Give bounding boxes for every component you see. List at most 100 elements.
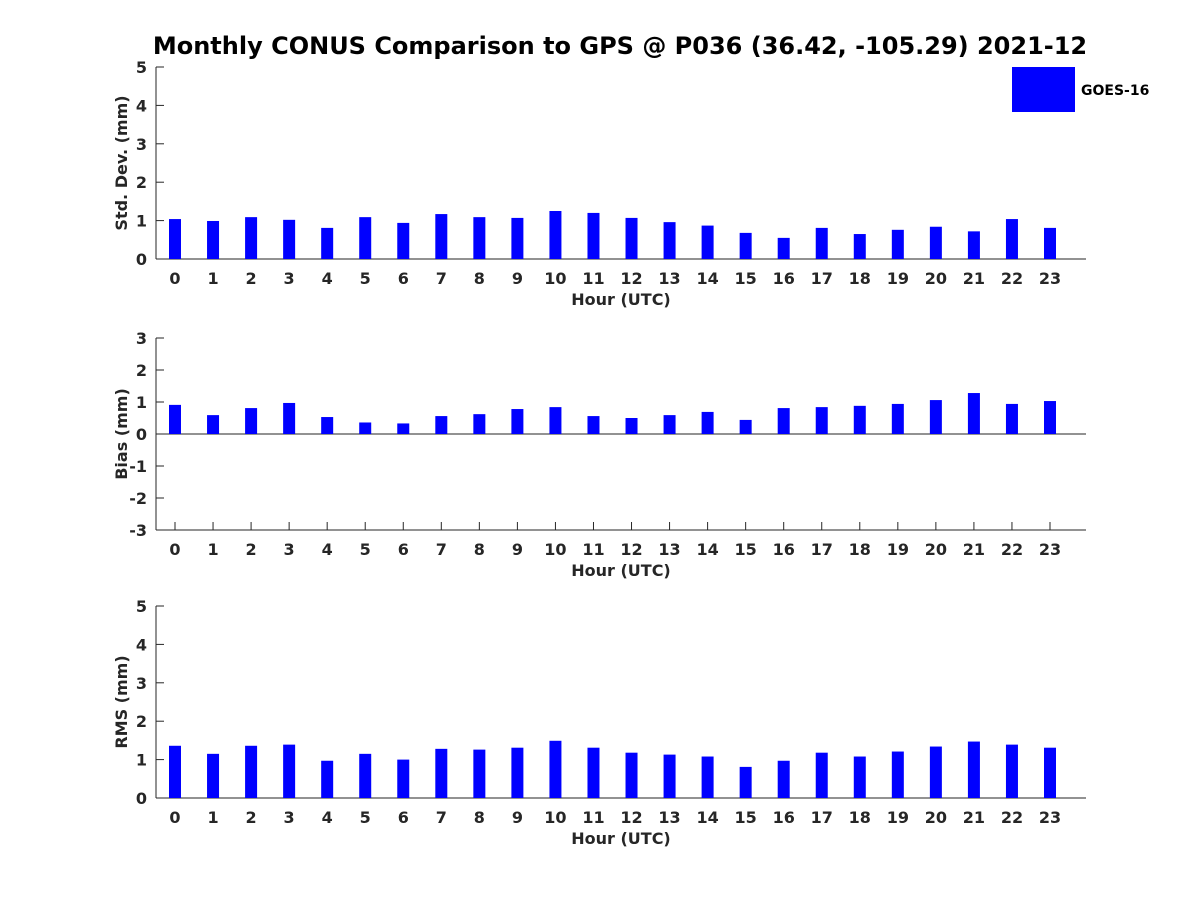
rms-y-axis-label: RMS (mm)	[112, 655, 131, 748]
bias-x-tick-label: 17	[811, 540, 833, 559]
bias-bar	[587, 416, 600, 434]
bias-bar	[283, 402, 296, 434]
std-dev-x-tick-label: 21	[963, 269, 985, 288]
bias-y-tick-label: 2	[136, 361, 147, 380]
rms-x-tick-label: 18	[849, 808, 871, 827]
bias-x-tick-label: 2	[246, 540, 257, 559]
bias-bar	[1005, 403, 1018, 434]
bias-y-tick-label: 1	[136, 393, 147, 412]
rms-bar	[967, 741, 980, 798]
std-dev-x-tick-label: 5	[360, 269, 371, 288]
bias-bar	[207, 415, 220, 434]
rms-x-tick-label: 5	[360, 808, 371, 827]
std-dev-bar	[245, 217, 258, 259]
bias-bar	[359, 422, 372, 434]
bias-x-tick-label: 4	[322, 540, 333, 559]
std-dev-bar	[359, 217, 372, 259]
bias-bar	[245, 408, 258, 434]
bias-x-tick-label: 10	[544, 540, 566, 559]
rms-x-tick-label: 3	[284, 808, 295, 827]
bias-x-tick-label: 18	[849, 540, 871, 559]
std-dev-x-tick-label: 16	[773, 269, 795, 288]
std-dev-bar	[435, 214, 448, 259]
bias-x-tick-label: 19	[887, 540, 909, 559]
bias-bar	[929, 400, 942, 434]
rms-bar	[777, 760, 790, 798]
bias-x-tick-label: 12	[620, 540, 642, 559]
std-dev-bar	[663, 222, 676, 259]
bias-x-tick-label: 1	[207, 540, 218, 559]
std-dev-y-axis-label: Std. Dev. (mm)	[112, 95, 131, 230]
rms-bar	[245, 745, 258, 798]
rms-y-tick-label: 1	[136, 751, 147, 770]
rms-bar	[397, 759, 410, 798]
std-dev-bar	[891, 229, 904, 259]
std-dev-bar	[587, 212, 600, 259]
rms-x-tick-label: 17	[811, 808, 833, 827]
bias-x-axis-label: Hour (UTC)	[571, 561, 671, 580]
rms-bar	[473, 749, 486, 798]
bias-x-tick-label: 6	[398, 540, 409, 559]
std-dev-y-tick-label: 4	[136, 96, 147, 115]
std-dev-bar	[511, 217, 524, 259]
bias-x-tick-label: 9	[512, 540, 523, 559]
legend-label: GOES-16	[1081, 83, 1149, 99]
std-dev-x-tick-label: 7	[436, 269, 447, 288]
rms-bar	[207, 753, 220, 798]
bias-y-axis-label: Bias (mm)	[112, 388, 131, 480]
bias-x-tick-label: 3	[284, 540, 295, 559]
rms-x-tick-label: 8	[474, 808, 485, 827]
rms-bar	[435, 748, 448, 798]
std-dev-x-tick-label: 6	[398, 269, 409, 288]
bias-x-tick-label: 11	[582, 540, 604, 559]
bias-bar	[511, 409, 524, 434]
std-dev-bar	[169, 219, 181, 259]
std-dev-y-tick-label: 2	[136, 173, 147, 192]
legend-swatch	[1012, 67, 1075, 112]
chart-title: Monthly CONUS Comparison to GPS @ P036 (…	[153, 32, 1087, 60]
std-dev-bar	[1044, 227, 1056, 259]
bias-y-tick-label: -3	[129, 521, 147, 540]
std-dev-x-tick-label: 18	[849, 269, 871, 288]
bias-bar	[967, 393, 980, 434]
rms-bar	[891, 751, 904, 798]
rms-bar	[663, 754, 676, 798]
rms-x-tick-label: 6	[398, 808, 409, 827]
bias-bar	[853, 405, 866, 434]
rms-x-tick-label: 16	[773, 808, 795, 827]
std-dev-bar	[321, 227, 334, 259]
std-dev-bar	[777, 237, 790, 259]
std-dev-bar	[815, 227, 828, 259]
bias-x-tick-label: 23	[1039, 540, 1061, 559]
rms-x-tick-label: 14	[696, 808, 718, 827]
bias-x-tick-label: 22	[1001, 540, 1023, 559]
rms-bar	[1044, 747, 1056, 798]
rms-bar	[815, 752, 828, 798]
std-dev-bar	[1005, 219, 1018, 259]
std-dev-x-tick-label: 11	[582, 269, 604, 288]
rms-bar	[1005, 744, 1018, 798]
std-dev-bar	[549, 211, 562, 259]
rms-y-tick-label: 2	[136, 712, 147, 731]
bias-bar	[1044, 401, 1056, 434]
bias-bar	[169, 404, 181, 434]
std-dev-x-tick-label: 2	[246, 269, 257, 288]
rms-bar	[321, 760, 334, 798]
rms-x-tick-label: 11	[582, 808, 604, 827]
std-dev-bar	[283, 219, 296, 259]
bias-x-tick-label: 16	[773, 540, 795, 559]
std-dev-x-tick-label: 12	[620, 269, 642, 288]
rms-bar	[359, 753, 372, 798]
std-dev-bar	[207, 220, 220, 259]
std-dev-y-tick-label: 0	[136, 250, 147, 269]
rms-y-tick-label: 4	[136, 635, 147, 654]
std-dev-bar	[967, 231, 980, 259]
bias-bar	[625, 418, 638, 434]
rms-y-tick-label: 3	[136, 674, 147, 693]
bias-x-tick-label: 21	[963, 540, 985, 559]
legend: GOES-16	[1012, 67, 1149, 112]
bias-bar	[815, 407, 828, 434]
std-dev-x-tick-label: 9	[512, 269, 523, 288]
rms-x-tick-label: 1	[207, 808, 218, 827]
